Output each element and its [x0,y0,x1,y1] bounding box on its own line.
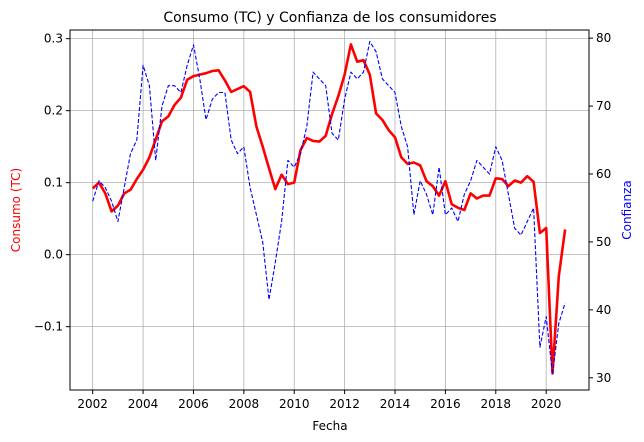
chart-title: Consumo (TC) y Confianza de los consumid… [163,10,496,26]
y-right-tick-label: 50 [596,235,611,249]
series-consumo-line [91,43,567,375]
x-axis-label: Fecha [312,419,347,433]
y-axis-left: −0.1 0.0 0.1 0.2 0.3 [34,32,70,334]
x-tick-label: 2010 [279,397,310,411]
x-axis: 2002 2004 2006 2008 2010 2012 2014 2016 2018 2020 [77,390,561,411]
x-tick-label: 2004 [128,397,159,411]
y-left-tick-label: −0.1 [34,320,63,334]
y-right-tick-label: 40 [596,303,611,317]
y-axis-right-label: Confianza [620,180,634,240]
x-tick-label: 2018 [481,397,512,411]
x-tick-label: 2008 [229,397,260,411]
y-left-tick-label: 0.0 [44,248,63,262]
y-right-tick-label: 70 [596,99,611,113]
y-axis-right: 30 40 50 60 70 80 [589,31,611,385]
x-tick-label: 2020 [531,397,562,411]
y-axis-left-label: Consumo (TC) [9,168,23,252]
x-tick-label: 2016 [430,397,461,411]
y-left-tick-label: 0.1 [44,176,63,190]
x-tick-label: 2002 [77,397,108,411]
y-right-tick-label: 30 [596,371,611,385]
y-left-tick-label: 0.3 [44,32,63,46]
plot-area [91,40,567,375]
y-right-tick-label: 60 [596,167,611,181]
x-tick-label: 2006 [178,397,209,411]
y-right-tick-label: 80 [596,31,611,45]
y-left-tick-label: 0.2 [44,104,63,118]
x-tick-label: 2014 [380,397,411,411]
series-confianza-line [92,40,566,375]
plot-frame [69,29,590,391]
x-tick-label: 2012 [329,397,360,411]
